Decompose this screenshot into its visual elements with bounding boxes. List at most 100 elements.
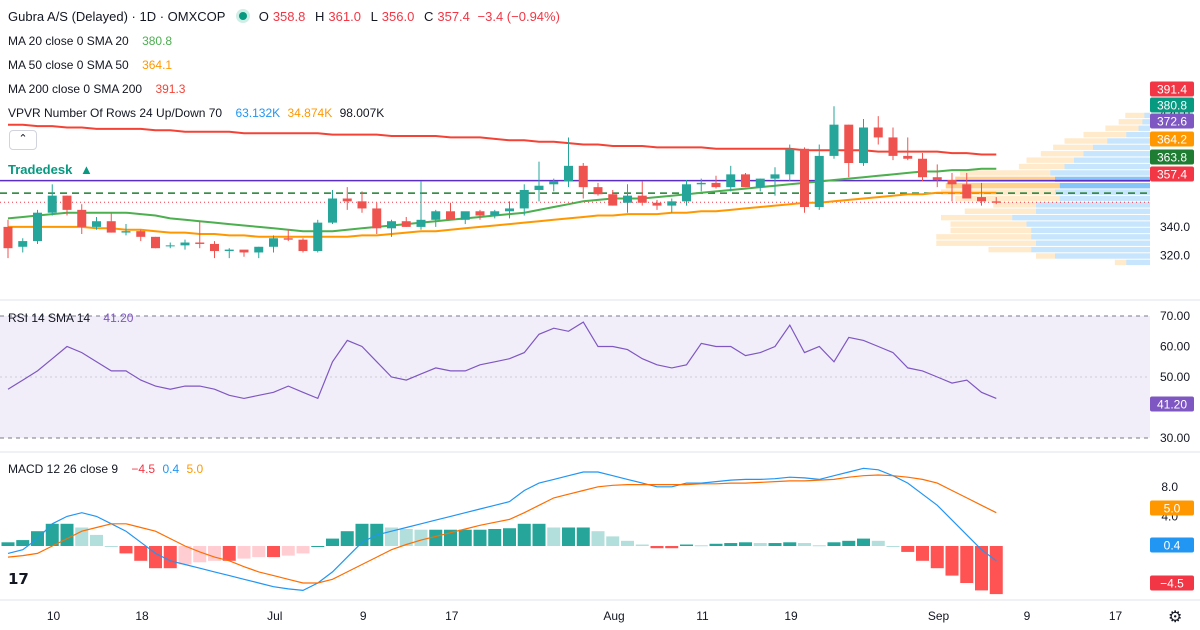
- tradingview-logo-icon[interactable]: 𝟭𝟳: [8, 571, 29, 588]
- macd-tick-label: 8.0: [1161, 480, 1178, 494]
- rsi-badge: 41.20: [1157, 398, 1187, 412]
- vpvr-legend[interactable]: VPVR Number Of Rows 24 Up/Down 70 63.132…: [8, 106, 388, 120]
- macd-hist-bar: [399, 528, 413, 546]
- candle-body: [416, 219, 426, 227]
- candle-body: [814, 155, 824, 208]
- vpvr-up-bar: [1050, 170, 1150, 176]
- macd-badge-bg: [1150, 537, 1194, 553]
- candle-body: [932, 177, 942, 181]
- macd-hist-bar: [119, 546, 133, 554]
- open-label: O: [258, 9, 269, 24]
- vpvr-up-bar: [1142, 119, 1150, 125]
- ma20-line: [7, 167, 997, 233]
- rsi-tick-label: 60.00: [1160, 340, 1190, 354]
- symbol-title[interactable]: Gubra A/S (Delayed) · 1D · OMXCOP: [8, 9, 226, 24]
- vpvr-up-bar: [1138, 125, 1150, 131]
- rsi-legend[interactable]: RSI 14 SMA 14 41.20: [8, 311, 137, 325]
- macd-hist-bar: [916, 546, 929, 561]
- macd-legend[interactable]: MACD 12 26 close 9 −4.5 0.4 5.0: [8, 462, 207, 476]
- change-value: −3.4 (−0.94%): [477, 9, 560, 24]
- ma50-legend[interactable]: MA 50 close 0 SMA 50 364.1: [8, 58, 176, 72]
- macd-hist-bar: [237, 546, 251, 559]
- vpvr-down-bar: [988, 246, 1032, 253]
- candle-body: [549, 181, 559, 185]
- vpvr-up-bar: [1059, 195, 1150, 202]
- close-label: C: [423, 9, 434, 24]
- vpvr-up-bar: [1055, 176, 1150, 183]
- macd-hist-bar: [680, 544, 693, 546]
- vpvr-down-bar: [941, 214, 1013, 221]
- candle-body: [269, 238, 278, 247]
- vpvr-up-bar: [1012, 214, 1150, 221]
- vpvr-up-bar: [1107, 138, 1150, 144]
- vpvr-down-bar: [936, 240, 1036, 246]
- macd-hist-bar: [945, 546, 959, 576]
- candle-body: [682, 184, 691, 202]
- macd-line: [7, 467, 997, 592]
- ma50-line: [8, 191, 997, 238]
- ma20-legend[interactable]: MA 20 close 0 SMA 20 380.8: [8, 34, 176, 48]
- candle-body: [785, 148, 795, 175]
- candle-body: [564, 165, 573, 182]
- candle-body: [829, 124, 839, 156]
- vpvr-up-bar: [1031, 234, 1150, 240]
- vpvr-up-bar: [1126, 259, 1150, 266]
- candle-body: [62, 195, 72, 210]
- ma200-legend[interactable]: MA 200 close 0 SMA 200 391.3: [8, 82, 189, 96]
- candle-body: [195, 242, 205, 244]
- price-badge-bg: [1150, 97, 1194, 113]
- macd-hist-bar: [739, 542, 752, 546]
- ma50-label: MA 50 close 0 SMA 50: [8, 58, 129, 72]
- candle-body: [446, 211, 455, 220]
- x-tick-label: Jul: [267, 609, 282, 623]
- vpvr-profile: [936, 112, 1150, 266]
- vpvr-up-bar: [1093, 144, 1150, 151]
- candle-body: [387, 221, 396, 229]
- candle-body: [401, 221, 411, 227]
- rsi-value: 41.20: [103, 311, 134, 325]
- price-badge: 372.6: [1157, 115, 1187, 129]
- vpvr-up-bar: [1055, 189, 1150, 195]
- gear-icon[interactable]: ⚙: [1168, 609, 1183, 626]
- candle-body: [18, 241, 28, 247]
- vpvr-up-bar: [1026, 221, 1150, 227]
- macd-hist-bar: [222, 546, 236, 561]
- candle-body: [873, 127, 883, 138]
- x-tick-label: 10: [47, 609, 61, 623]
- vpvr-down-bar: [1036, 253, 1055, 259]
- macd-hist-bar: [517, 523, 531, 546]
- price-badge: 380.8: [1157, 99, 1187, 113]
- rsi-tick-label: 30.00: [1160, 431, 1190, 445]
- macd-signal-line: [7, 474, 997, 584]
- tradedesk-marker[interactable]: Tradedesk ▲: [8, 162, 97, 177]
- macd-hist-bar: [503, 528, 516, 546]
- candle-body: [239, 249, 249, 253]
- vpvr-up-bar: [1055, 253, 1150, 259]
- candle-body: [254, 246, 264, 253]
- candle-body: [623, 195, 632, 203]
- macd-hist-bar: [665, 546, 679, 549]
- macd-hist-bar: [812, 545, 826, 547]
- macd-hist-bar: [591, 531, 605, 546]
- ma50-value: 364.1: [142, 58, 173, 72]
- collapse-legend-button[interactable]: ⌃: [9, 130, 37, 150]
- price-badges: 391.4 380.8 372.6 364.2 363.8 357.4 41.20 5.0 0.…: [1150, 81, 1194, 591]
- macd-hist-bar: [488, 528, 502, 546]
- macd-hist-bar: [193, 546, 207, 563]
- vpvr-down-bar: [950, 227, 1032, 234]
- macd-badge: 0.4: [1164, 539, 1181, 553]
- candles-layer: [3, 106, 1001, 259]
- macd-hist-bar: [901, 546, 915, 552]
- candle-body: [92, 221, 101, 227]
- vpvr-down-bar: [936, 234, 1032, 240]
- price-badge: 357.4: [1157, 168, 1187, 182]
- macd-hist-bar: [178, 546, 192, 565]
- candle-body: [298, 239, 308, 252]
- candle-body: [431, 211, 441, 220]
- rsi-line: [7, 321, 997, 400]
- vpvr-up-value: 63.132K: [235, 106, 281, 120]
- vpvr-down-bar: [964, 208, 1036, 214]
- open-value: 358.8: [272, 9, 306, 24]
- candle-body: [328, 198, 337, 223]
